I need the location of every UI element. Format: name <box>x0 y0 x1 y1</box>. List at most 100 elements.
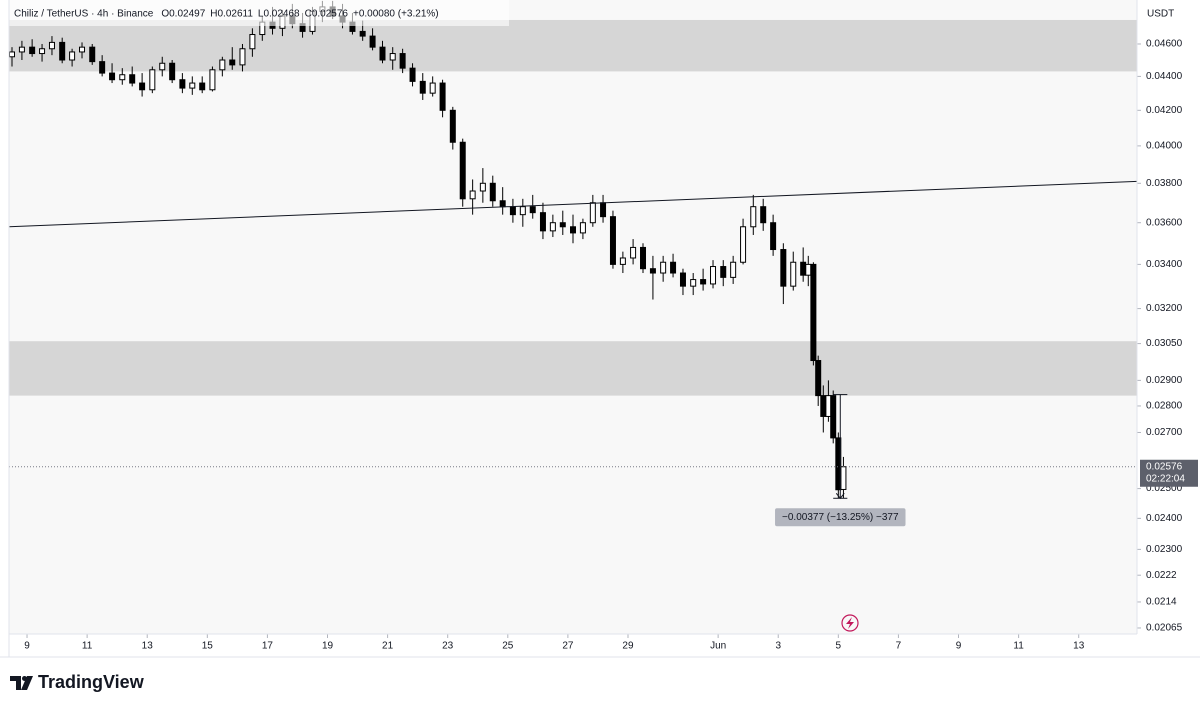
currency-label: USDT <box>1147 9 1174 20</box>
candle-body <box>670 261 677 274</box>
x-tick-label: 3 <box>775 641 781 652</box>
candle-body <box>770 222 777 251</box>
x-tick-label: 23 <box>442 641 454 652</box>
candle-body <box>109 72 116 81</box>
candle-body <box>18 46 25 53</box>
y-tick-label: 0.02400 <box>1146 513 1183 524</box>
candle-body <box>760 206 767 224</box>
y-tick-label: 0.02800 <box>1146 401 1183 412</box>
candle-body <box>29 46 36 55</box>
candle-body <box>139 82 146 91</box>
candle-body <box>529 206 536 214</box>
y-tick-label: 0.02300 <box>1146 544 1183 555</box>
candle-body <box>835 437 842 491</box>
candle-body <box>740 226 747 263</box>
candle-body <box>389 53 396 61</box>
candle-body <box>209 69 216 91</box>
candle-body <box>229 59 236 66</box>
ohlc-value: O0.02497 <box>161 9 205 20</box>
candle-body <box>129 74 136 84</box>
candle-body <box>479 182 486 192</box>
candle-body <box>509 206 516 216</box>
header-backdrop <box>9 0 509 26</box>
candle-body <box>189 82 196 89</box>
y-tick-label: 0.02065 <box>1146 623 1183 634</box>
candle-body <box>710 266 717 285</box>
candle-body <box>59 41 66 61</box>
candle-body <box>805 263 812 276</box>
ohlc-value: +0.00080 (+3.21%) <box>353 9 439 20</box>
x-tick-label: 11 <box>1013 641 1024 652</box>
x-tick-label: 25 <box>502 641 514 652</box>
candle-body <box>820 395 827 417</box>
candle-body <box>219 59 226 71</box>
candle-body <box>549 222 556 232</box>
x-tick-label: 19 <box>322 641 334 652</box>
y-tick-label: 0.04000 <box>1146 141 1183 152</box>
candle-body <box>439 82 446 111</box>
candle-body <box>640 246 647 270</box>
candle-body <box>489 182 496 202</box>
candle-body <box>750 206 757 228</box>
x-tick-label: 13 <box>142 641 154 652</box>
candle-body <box>780 249 787 287</box>
candle-body <box>660 261 667 274</box>
candle-body <box>369 35 376 48</box>
x-tick-label: 5 <box>836 641 842 652</box>
x-tick-label: 13 <box>1073 641 1085 652</box>
ohlc-value: C0.02576 <box>305 9 349 20</box>
candle-body <box>539 212 546 232</box>
plot-area <box>9 0 1137 634</box>
candle-body <box>179 79 186 89</box>
candle-body <box>459 141 466 200</box>
candle-body <box>690 279 697 287</box>
candle-body <box>815 360 822 397</box>
y-tick-label: 0.04200 <box>1146 105 1183 116</box>
candle-body <box>99 61 106 74</box>
x-tick-label: 21 <box>382 641 394 652</box>
symbol-title: Chiliz / TetherUS · 4h · Binance <box>14 9 154 20</box>
measure-label: −0.00377 (−13.25%) −377 <box>782 512 899 523</box>
y-tick-label: 0.02900 <box>1146 375 1183 386</box>
candle-body <box>730 261 737 278</box>
x-tick-label: 29 <box>622 641 634 652</box>
candle-body <box>79 46 86 53</box>
candle-body <box>840 466 847 490</box>
lightning-icon <box>841 614 859 632</box>
candle-body <box>429 82 436 94</box>
x-tick-label: 11 <box>82 641 93 652</box>
candle-body <box>830 395 837 439</box>
candle-body <box>790 261 797 287</box>
candle-body <box>579 222 586 234</box>
candle-body <box>169 62 176 81</box>
candle-body <box>570 226 576 234</box>
zones <box>9 19 1137 396</box>
candle-body <box>519 206 526 216</box>
candle-body <box>720 266 727 278</box>
ohlc-value: L0.02468 <box>258 9 300 20</box>
y-tick-label: 0.02500 <box>1146 483 1183 494</box>
candle-body <box>679 272 686 287</box>
price-tag-value: 0.02576 <box>1146 461 1183 472</box>
zone <box>9 341 1137 396</box>
trendline <box>8 180 1138 228</box>
candle-body <box>559 222 566 228</box>
candle-body <box>249 34 256 50</box>
candle-body <box>359 30 366 37</box>
candle-body <box>649 268 656 274</box>
candle-body <box>469 190 476 200</box>
candle-body <box>619 257 626 265</box>
x-tick-label: 9 <box>24 641 30 652</box>
price-tag <box>1140 459 1198 487</box>
candle-body <box>69 51 76 61</box>
candle-body <box>89 46 96 63</box>
y-tick-label: 0.03800 <box>1146 178 1183 189</box>
x-tick-label: 9 <box>956 641 962 652</box>
y-tick-label: 0.04600 <box>1146 39 1183 50</box>
candle-body <box>609 216 616 265</box>
measure-box <box>775 508 906 527</box>
candle-body <box>149 69 156 91</box>
candle-body <box>630 246 637 259</box>
